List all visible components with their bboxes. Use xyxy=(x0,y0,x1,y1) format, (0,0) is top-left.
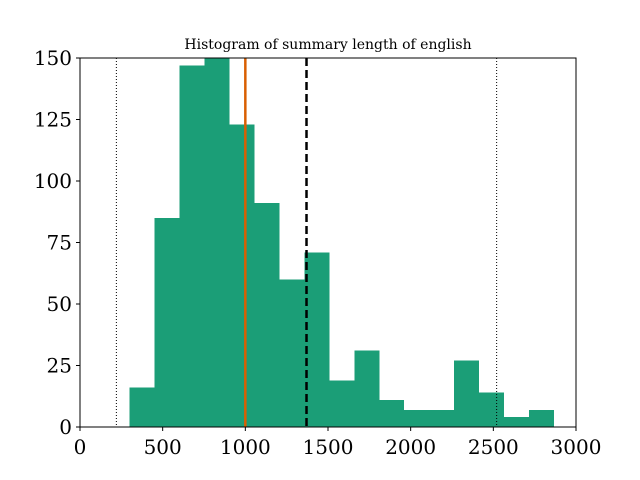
histogram-bar-15 xyxy=(504,417,530,427)
y-tick-label: 100 xyxy=(34,169,72,193)
histogram-bar-10 xyxy=(379,399,405,427)
histogram-bar-12 xyxy=(429,409,455,427)
histogram-bar-3 xyxy=(204,58,230,427)
x-tick-label: 0 xyxy=(74,435,87,459)
y-tick-label: 25 xyxy=(47,354,72,378)
histogram-bar-6 xyxy=(279,279,305,427)
y-axis-ticks: 0 25 50 75 100 125 150 xyxy=(34,46,80,439)
y-tick-label: 75 xyxy=(47,231,72,255)
histogram-bar-7 xyxy=(304,252,330,427)
histogram-bar-8 xyxy=(329,380,355,427)
x-tick-label: 500 xyxy=(144,435,182,459)
chart-title: Histogram of summary length of english xyxy=(184,37,471,53)
histogram-bar-13 xyxy=(454,360,480,427)
reference-lines-layer xyxy=(115,58,498,427)
histogram-bar-16 xyxy=(529,409,555,427)
y-tick-label: 125 xyxy=(34,108,72,132)
histogram-bar-5 xyxy=(254,203,280,427)
bars-layer xyxy=(129,58,555,428)
x-tick-label: 2500 xyxy=(468,435,519,459)
x-tick-label: 3000 xyxy=(551,435,602,459)
y-tick-label: 150 xyxy=(34,46,72,70)
x-tick-label: 1000 xyxy=(220,435,271,459)
y-tick-label: 50 xyxy=(47,292,72,316)
x-axis-ticks: 0 500 1000 1500 2000 2500 3000 xyxy=(74,427,602,459)
histogram-bar-14 xyxy=(479,392,505,427)
histogram-bar-9 xyxy=(354,350,380,427)
y-tick-label: 0 xyxy=(59,415,72,439)
histogram-bar-11 xyxy=(404,409,430,427)
x-tick-label: 2000 xyxy=(385,435,436,459)
histogram-bar-0 xyxy=(129,387,155,427)
histogram-bar-1 xyxy=(154,217,180,427)
histogram-bar-2 xyxy=(179,65,205,427)
x-tick-label: 1500 xyxy=(303,435,354,459)
histogram-bar-4 xyxy=(229,124,255,428)
